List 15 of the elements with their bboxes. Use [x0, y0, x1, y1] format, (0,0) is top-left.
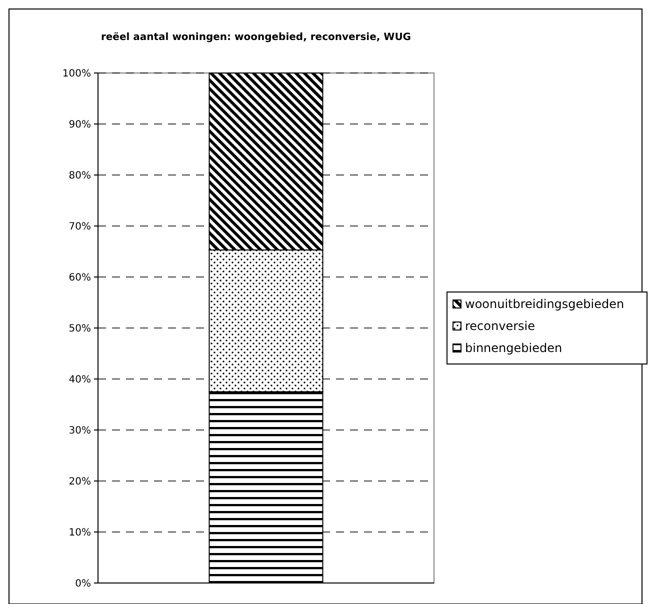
y-tick-label: 50%: [68, 324, 91, 334]
chart-title: reëel aantal woningen: woongebied, reconversie, WUG: [100, 32, 412, 43]
y-tick-label: 90%: [68, 120, 91, 130]
y-tick-label: 70%: [68, 222, 91, 232]
legend-label: binnengebieden: [465, 341, 562, 356]
y-tick-label: 0%: [75, 578, 91, 590]
y-tick-label: 80%: [68, 170, 91, 182]
y-tick-label: 10%: [68, 528, 91, 538]
y-tick-label: 100%: [62, 68, 91, 80]
legend-label: reconversie: [465, 319, 535, 334]
y-tick-label: 30%: [68, 426, 91, 436]
y-tick-label: 20%: [68, 476, 91, 488]
y-tick-label: 40%: [68, 374, 91, 386]
legend-label: woonuitbreidingsgebieden: [465, 297, 624, 312]
y-tick-label: 60%: [68, 272, 91, 284]
